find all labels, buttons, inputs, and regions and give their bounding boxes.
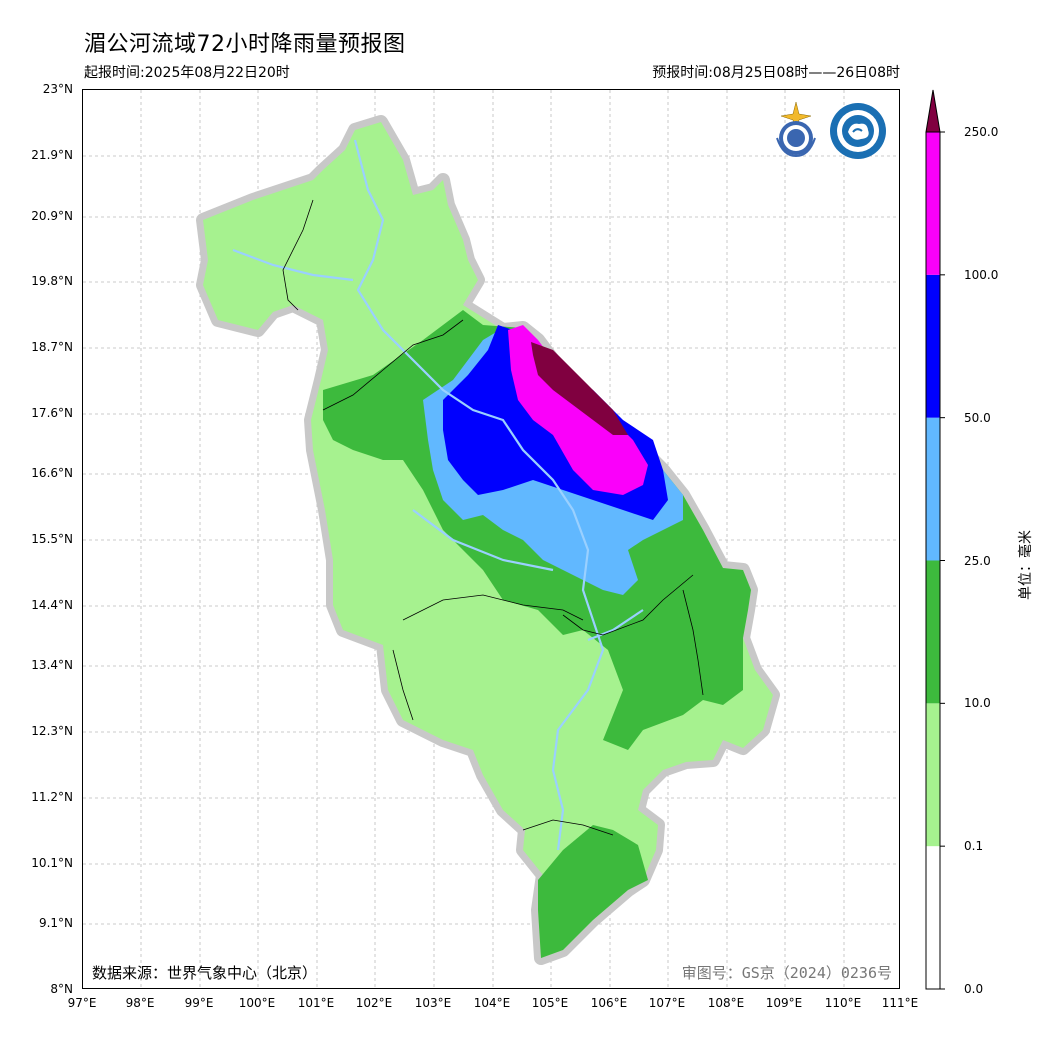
approval-number-note: 审图号：GS京（2024）0236号: [681, 964, 892, 982]
colorbar-level-label: 250.0: [964, 125, 999, 139]
colorbar-level-label: 50.0: [964, 410, 991, 425]
map-canvas: [83, 90, 899, 988]
y-axis-label: 23°N: [42, 82, 73, 96]
y-axis-label: 10.1°N: [31, 856, 73, 870]
y-axis-label: 13.4°N: [31, 658, 73, 672]
x-axis-label: 111°E: [881, 996, 919, 1010]
y-axis-label: 19.8°N: [31, 274, 73, 288]
data-source-note: 数据来源：世界气象中心（北京）: [92, 964, 318, 982]
wmo-logo: [769, 100, 823, 158]
y-axis-label: 18.7°N: [31, 340, 73, 354]
colorbar-level-label: 0.0: [964, 982, 984, 996]
y-axis-label: 16.6°N: [31, 466, 73, 480]
colorbar-band: [926, 132, 940, 275]
map-title: 湄公河流域72小时降雨量预报图: [84, 32, 406, 57]
x-axis-label: 98°E: [125, 996, 155, 1010]
x-axis-label: 99°E: [184, 996, 214, 1010]
rain-zone-green-south: [538, 825, 648, 958]
colorbar: [925, 89, 945, 990]
x-axis-label: 107°E: [648, 996, 686, 1010]
map-panel[interactable]: [82, 89, 900, 989]
x-axis-label: 104°E: [473, 996, 511, 1010]
x-axis-label: 101°E: [297, 996, 335, 1010]
colorbar-level-label: 10.0: [964, 696, 991, 711]
colorbar-band: [926, 846, 940, 989]
forecast-time: 预报时间:08月25日08时——26日08时: [652, 65, 900, 81]
colorbar-extend-arrow: [925, 89, 941, 133]
x-axis-label: 97°E: [67, 996, 97, 1010]
y-axis-label: 9.1°N: [38, 916, 73, 930]
rain-zone-darkred: [531, 342, 628, 435]
colorbar-level-label: 0.1: [964, 839, 984, 854]
x-axis-label: 106°E: [590, 996, 628, 1010]
y-axis-label: 11.2°N: [31, 790, 73, 804]
x-axis-label: 110°E: [824, 996, 862, 1010]
x-axis-label: 100°E: [238, 996, 276, 1010]
y-axis-label: 21.9°N: [31, 148, 73, 162]
x-axis-label: 105°E: [531, 996, 569, 1010]
y-axis-label: 8°N: [50, 982, 73, 996]
colorbar-band: [926, 560, 940, 704]
cma-logo: [829, 102, 887, 160]
colorbar-band: [926, 417, 940, 561]
y-axis-label: 15.5°N: [31, 532, 73, 546]
colorbar-level-label: 100.0: [964, 267, 999, 282]
x-axis-label: 109°E: [765, 996, 803, 1010]
y-axis-label: 17.6°N: [31, 406, 73, 420]
y-axis-label: 12.3°N: [31, 724, 73, 738]
rivers: [232, 139, 644, 851]
x-axis-label: 103°E: [414, 996, 452, 1010]
y-axis-label: 20.9°N: [31, 209, 73, 223]
x-axis-label: 108°E: [707, 996, 745, 1010]
country-borders: [282, 199, 704, 836]
colorbar-band: [926, 274, 940, 418]
unit-label: 单位：毫米: [1018, 530, 1034, 600]
x-axis-label: 102°E: [355, 996, 393, 1010]
y-axis-label: 14.4°N: [31, 598, 73, 612]
issue-time: 起报时间:2025年08月22日20时: [84, 65, 290, 81]
colorbar-band: [926, 703, 940, 847]
colorbar-level-label: 25.0: [964, 553, 991, 568]
